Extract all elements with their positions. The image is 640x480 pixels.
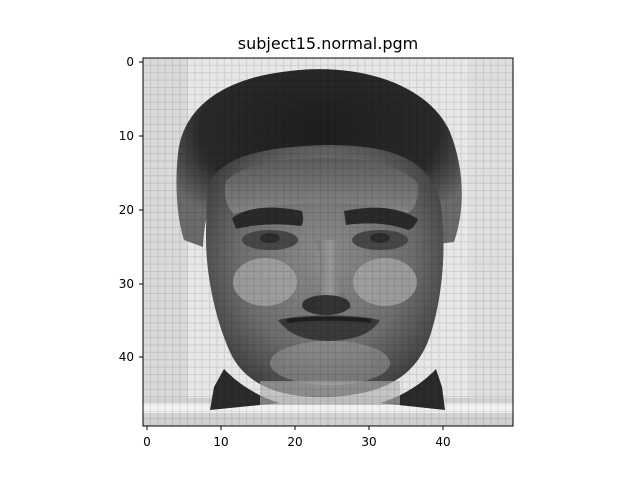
- x-tick-label: 0: [143, 435, 151, 449]
- y-axis: [139, 61, 143, 358]
- y-tick-label: 30: [119, 277, 134, 291]
- x-tick-label: 40: [435, 435, 450, 449]
- y-tick-label: 0: [126, 55, 134, 69]
- x-axis: [146, 426, 444, 430]
- face-image: [143, 58, 513, 426]
- y-tick-label: 40: [119, 350, 134, 364]
- y-tick-label: 10: [119, 129, 134, 143]
- x-tick-label: 30: [361, 435, 376, 449]
- x-tick-label: 10: [213, 435, 228, 449]
- y-tick-label: 20: [119, 203, 134, 217]
- axes-frame: [142, 57, 514, 427]
- x-tick-label: 20: [287, 435, 302, 449]
- figure-title: subject15.normal.pgm: [238, 34, 418, 53]
